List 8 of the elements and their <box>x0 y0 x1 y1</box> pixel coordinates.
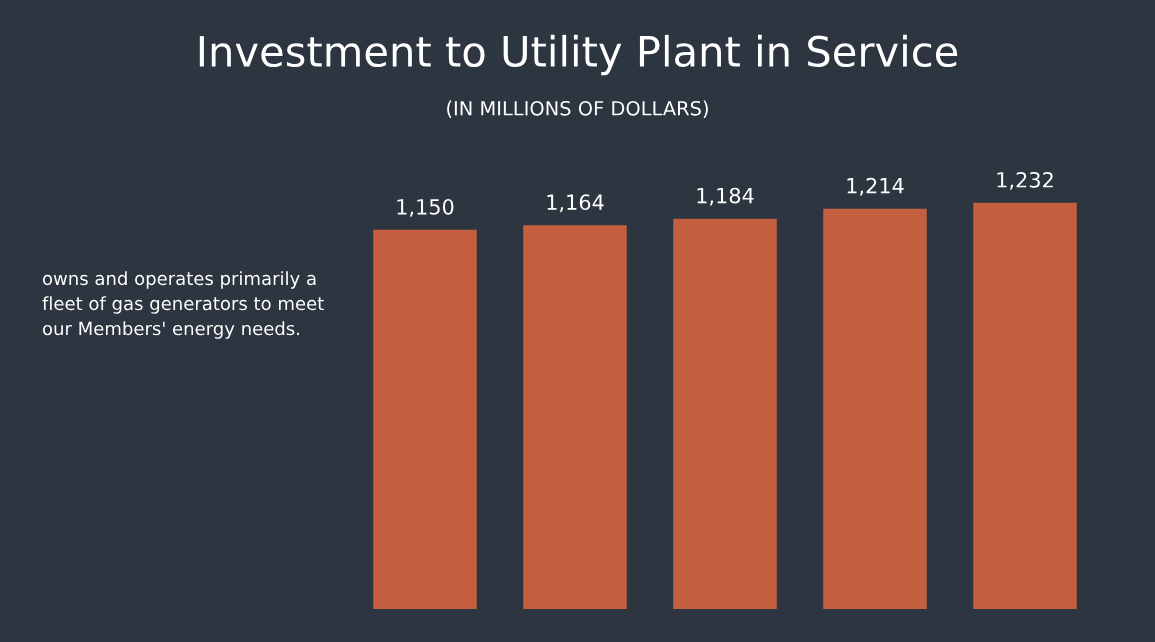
chart-title: Investment to Utility Plant in Service <box>199 34 958 76</box>
chart-subtitle: (IN MILLIONS OF DOLLARS) <box>447 100 708 118</box>
data-label: 1,214 <box>847 177 904 196</box>
data-label: 1,232 <box>997 171 1053 190</box>
data-label: 1,184 <box>697 187 754 206</box>
data-label: 1,164 <box>547 194 604 213</box>
data-label: 1,150 <box>397 198 454 217</box>
text: owns and operates primarily a fleet of gas generators to meet our Members' energy needs. <box>42 271 324 339</box>
